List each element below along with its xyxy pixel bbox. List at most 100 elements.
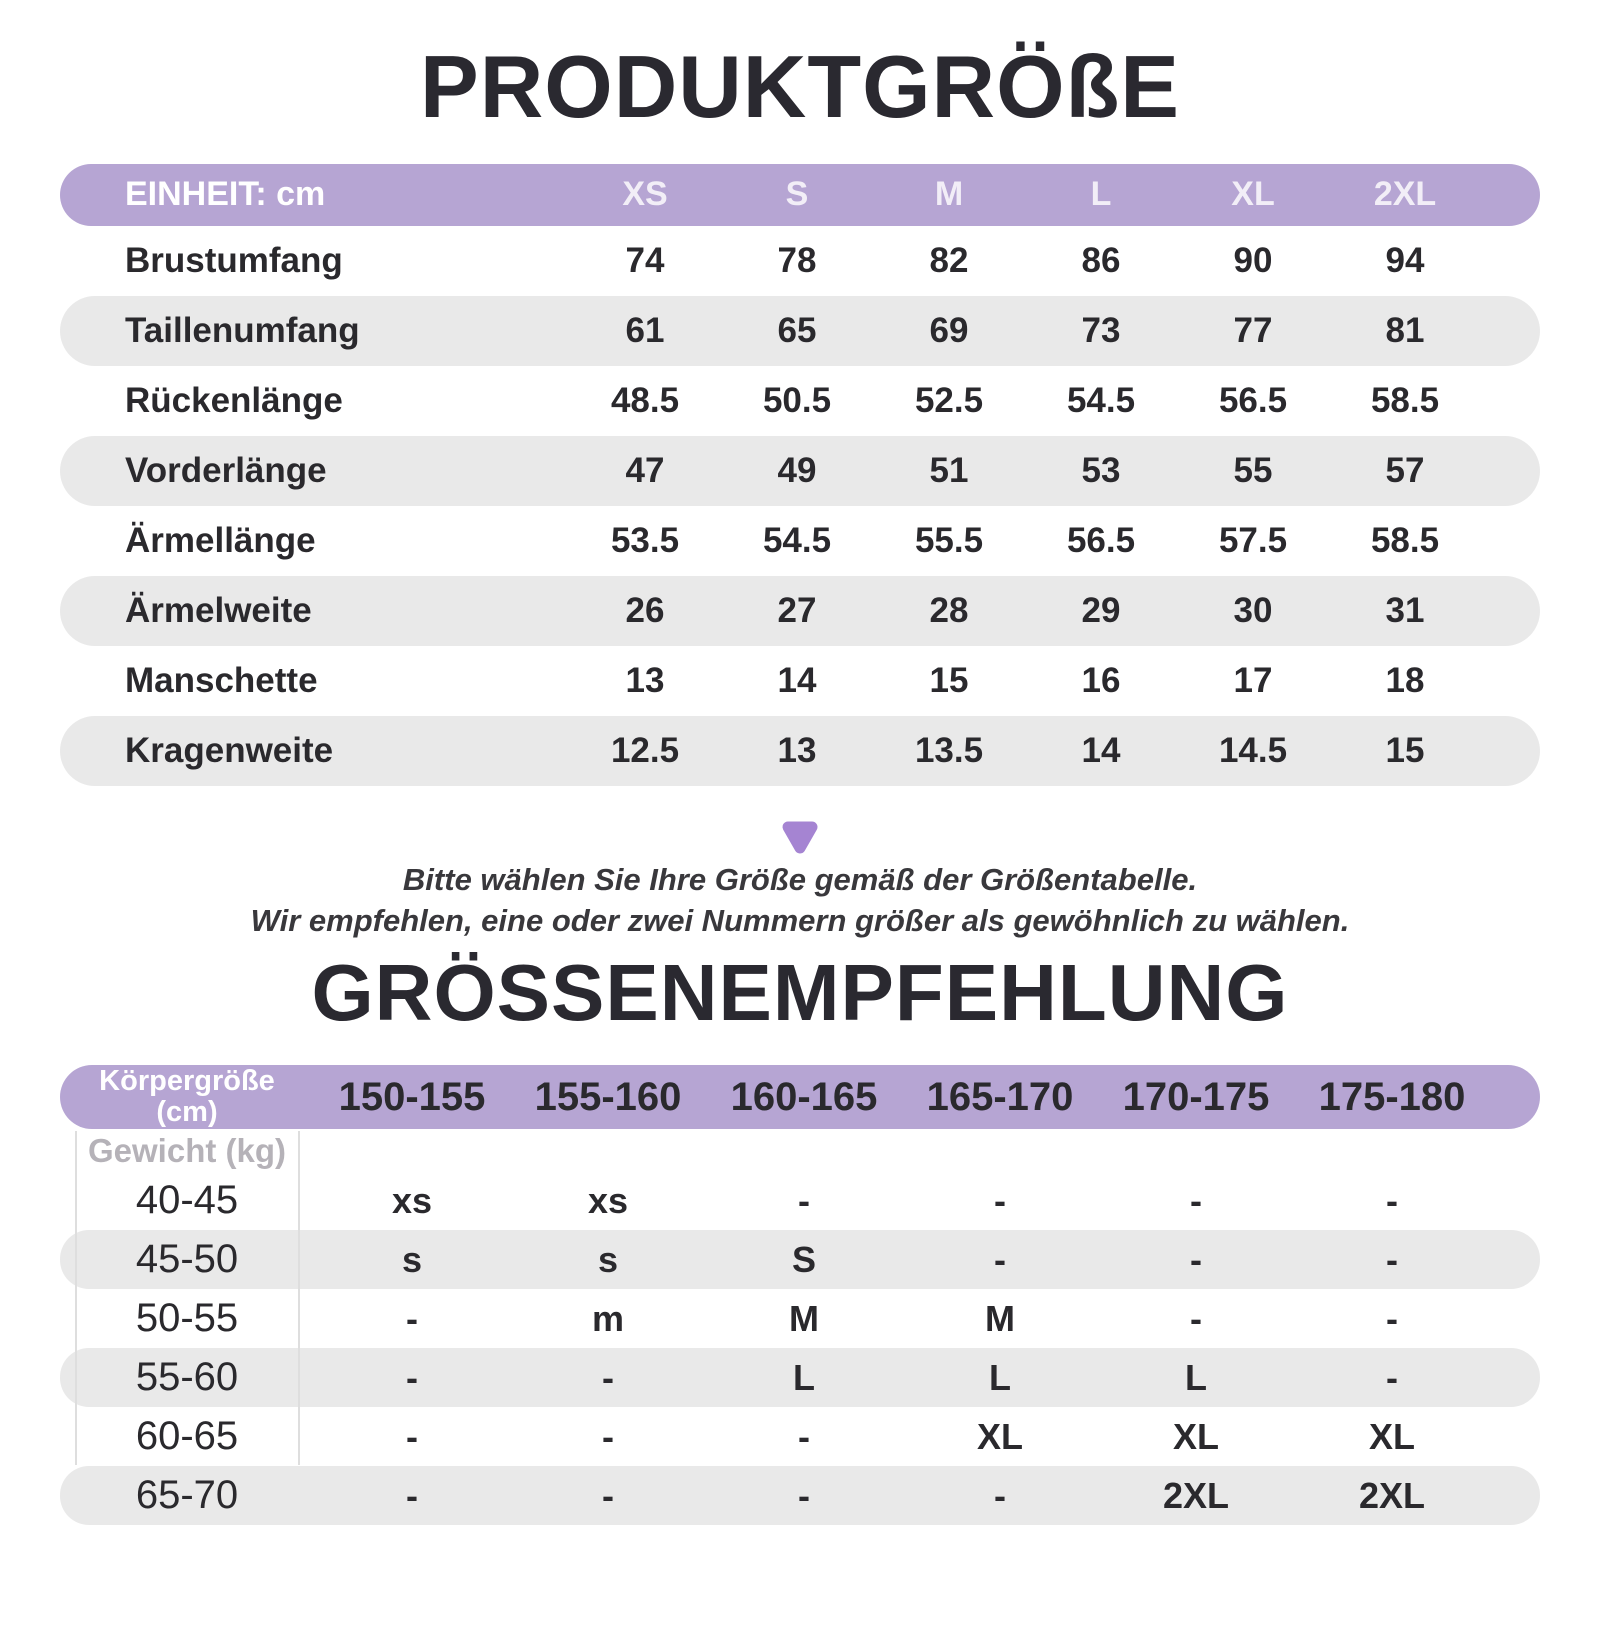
table-row-manschette: Manschette 13 14 15 16 17 18: [60, 646, 1540, 716]
measurement-value: 28: [929, 590, 969, 630]
weight-row-65-70: 65-70 - - - - 2XL 2XL: [60, 1466, 1540, 1526]
recommendation-title: GRÖSSENEMPFEHLUNG: [311, 947, 1289, 1037]
size-recommendation: XL: [1172, 1415, 1219, 1457]
size-recommendation: -: [994, 1179, 1006, 1221]
weight-label-row: Gewicht (kg): [60, 1131, 1540, 1171]
measurement-value: 54.5: [762, 520, 832, 560]
size-recommendation: xs: [391, 1179, 433, 1221]
height-range-column: 160-165: [730, 1074, 878, 1119]
measurement-value: 27: [777, 590, 817, 630]
measurement-label: Vorderlänge: [125, 450, 327, 490]
size-recommendation: -: [1190, 1238, 1202, 1280]
table-row-rueckenlaenge: Rückenlänge 48.5 50.5 52.5 54.5 56.5 58.…: [60, 366, 1540, 436]
size-recommendation: s: [401, 1238, 423, 1280]
measurement-value: 56.5: [1066, 520, 1136, 560]
measurement-label: Taillenumfang: [125, 310, 360, 350]
measurement-value: 13: [777, 730, 817, 770]
table-row-vorderlaenge: Vorderlänge 47 49 51 53 55 57: [60, 435, 1540, 506]
size-recommendation: -: [1386, 1238, 1398, 1280]
down-arrow-icon: [782, 821, 818, 854]
measurement-label: Ärmellänge: [125, 520, 316, 560]
measurement-value: 48.5: [610, 380, 680, 420]
height-range-column: 150-155: [338, 1074, 486, 1119]
measurement-value: 53: [1081, 450, 1121, 490]
measurement-value: 29: [1081, 590, 1121, 630]
height-range-column: 170-175: [1122, 1074, 1270, 1119]
table-row-taillenumfang: Taillenumfang 61 65 69 73 77 81: [60, 295, 1540, 366]
measurement-value: 49: [777, 450, 817, 490]
measurement-value: 61: [625, 310, 665, 350]
measurement-value: 73: [1081, 310, 1121, 350]
measurement-label: Kragenweite: [125, 730, 334, 770]
table-row-kragenweite: Kragenweite 12.5 13 13.5 14 14.5 15: [60, 715, 1540, 786]
weight-range: 40-45: [135, 1178, 239, 1223]
weight-row-45-50: 45-50 s s S - - -: [60, 1230, 1540, 1290]
size-recommendation: -: [994, 1474, 1006, 1516]
measurement-value: 26: [625, 590, 665, 630]
size-recommendation: L: [1185, 1356, 1207, 1398]
note-line-2: Wir empfehlen, eine oder zwei Nummern gr…: [250, 902, 1350, 938]
measurement-value: 55: [1233, 450, 1273, 490]
note-pointer: [0, 820, 1600, 856]
measurement-value: 55.5: [914, 520, 984, 560]
recommendation-table: Körpergröße (cm) 150-155 155-160 160-165…: [60, 1064, 1540, 1526]
size-recommendation: -: [1190, 1297, 1202, 1339]
size-recommendation: -: [1190, 1179, 1202, 1221]
measurement-value: 16: [1081, 660, 1121, 700]
measurement-value: 47: [625, 450, 665, 490]
size-recommendation: -: [1386, 1179, 1398, 1221]
column-header-2xl: 2XL: [1373, 175, 1437, 214]
measurement-value: 56.5: [1218, 380, 1288, 420]
measurement-value: 51: [929, 450, 969, 490]
size-recommendation: -: [602, 1474, 614, 1516]
measurement-value: 94: [1385, 240, 1425, 280]
product-size-header-row: EINHEIT: cm XS S M L XL 2XL: [60, 163, 1540, 226]
size-recommendation: xs: [587, 1179, 629, 1221]
weight-range: 45-50: [135, 1237, 239, 1282]
size-recommendation: -: [602, 1356, 614, 1398]
measurement-value: 78: [777, 240, 817, 280]
measurement-value: 54.5: [1066, 380, 1136, 420]
measurement-value: 82: [929, 240, 969, 280]
measurement-value: 12.5: [610, 730, 680, 770]
measurement-value: 31: [1385, 590, 1425, 630]
weight-range: 50-55: [135, 1296, 239, 1341]
measurement-value: 17: [1233, 660, 1273, 700]
size-chart-page: PRODUKTGRÖßE EINHEIT: cm XS S M L XL 2XL…: [0, 42, 1600, 1642]
size-recommendation: L: [989, 1356, 1011, 1398]
weight-row-60-65: 60-65 - - - XL XL XL: [60, 1407, 1540, 1466]
size-recommendation: -: [406, 1415, 418, 1457]
measurement-value: 15: [1385, 730, 1425, 770]
table-row-aermellaenge: Ärmellänge 53.5 54.5 55.5 56.5 57.5 58.5: [60, 506, 1540, 576]
height-range-column: 175-180: [1318, 1074, 1466, 1119]
height-label-line-2: (cm): [156, 1096, 218, 1129]
measurement-value: 69: [929, 310, 969, 350]
column-header-xs: XS: [622, 175, 668, 214]
size-recommendation: -: [798, 1474, 810, 1516]
size-recommendation: 2XL: [1358, 1474, 1426, 1516]
measurement-label: Brustumfang: [125, 240, 343, 280]
table-row-aermelweite: Ärmelweite 26 27 28 29 30 31: [60, 575, 1540, 646]
measurement-label: Manschette: [125, 660, 318, 700]
size-recommendation: 2XL: [1162, 1474, 1230, 1516]
weight-range: 60-65: [135, 1414, 239, 1459]
size-recommendation: L: [793, 1356, 815, 1398]
size-recommendation: -: [798, 1179, 810, 1221]
size-recommendation: S: [791, 1238, 816, 1280]
height-range-column: 155-160: [534, 1074, 682, 1119]
measurement-value: 14: [1081, 730, 1121, 770]
size-note: Bitte wählen Sie Ihre Größe gemäß der Gr…: [0, 860, 1600, 942]
size-recommendation: -: [406, 1474, 418, 1516]
size-recommendation: -: [1386, 1356, 1398, 1398]
measurement-value: 13: [625, 660, 665, 700]
measurement-value: 50.5: [762, 380, 832, 420]
weight-range: 65-70: [135, 1473, 239, 1518]
measurement-label: Rückenlänge: [125, 380, 343, 420]
weight-row-50-55: 50-55 - m M M - -: [60, 1289, 1540, 1348]
measurement-value: 90: [1233, 240, 1273, 280]
height-label: Körpergröße (cm): [60, 1064, 314, 1129]
column-header-m: M: [934, 175, 964, 214]
size-recommendation: -: [406, 1356, 418, 1398]
size-recommendation: XL: [1368, 1415, 1415, 1457]
height-label-line-1: Körpergröße: [99, 1064, 275, 1097]
